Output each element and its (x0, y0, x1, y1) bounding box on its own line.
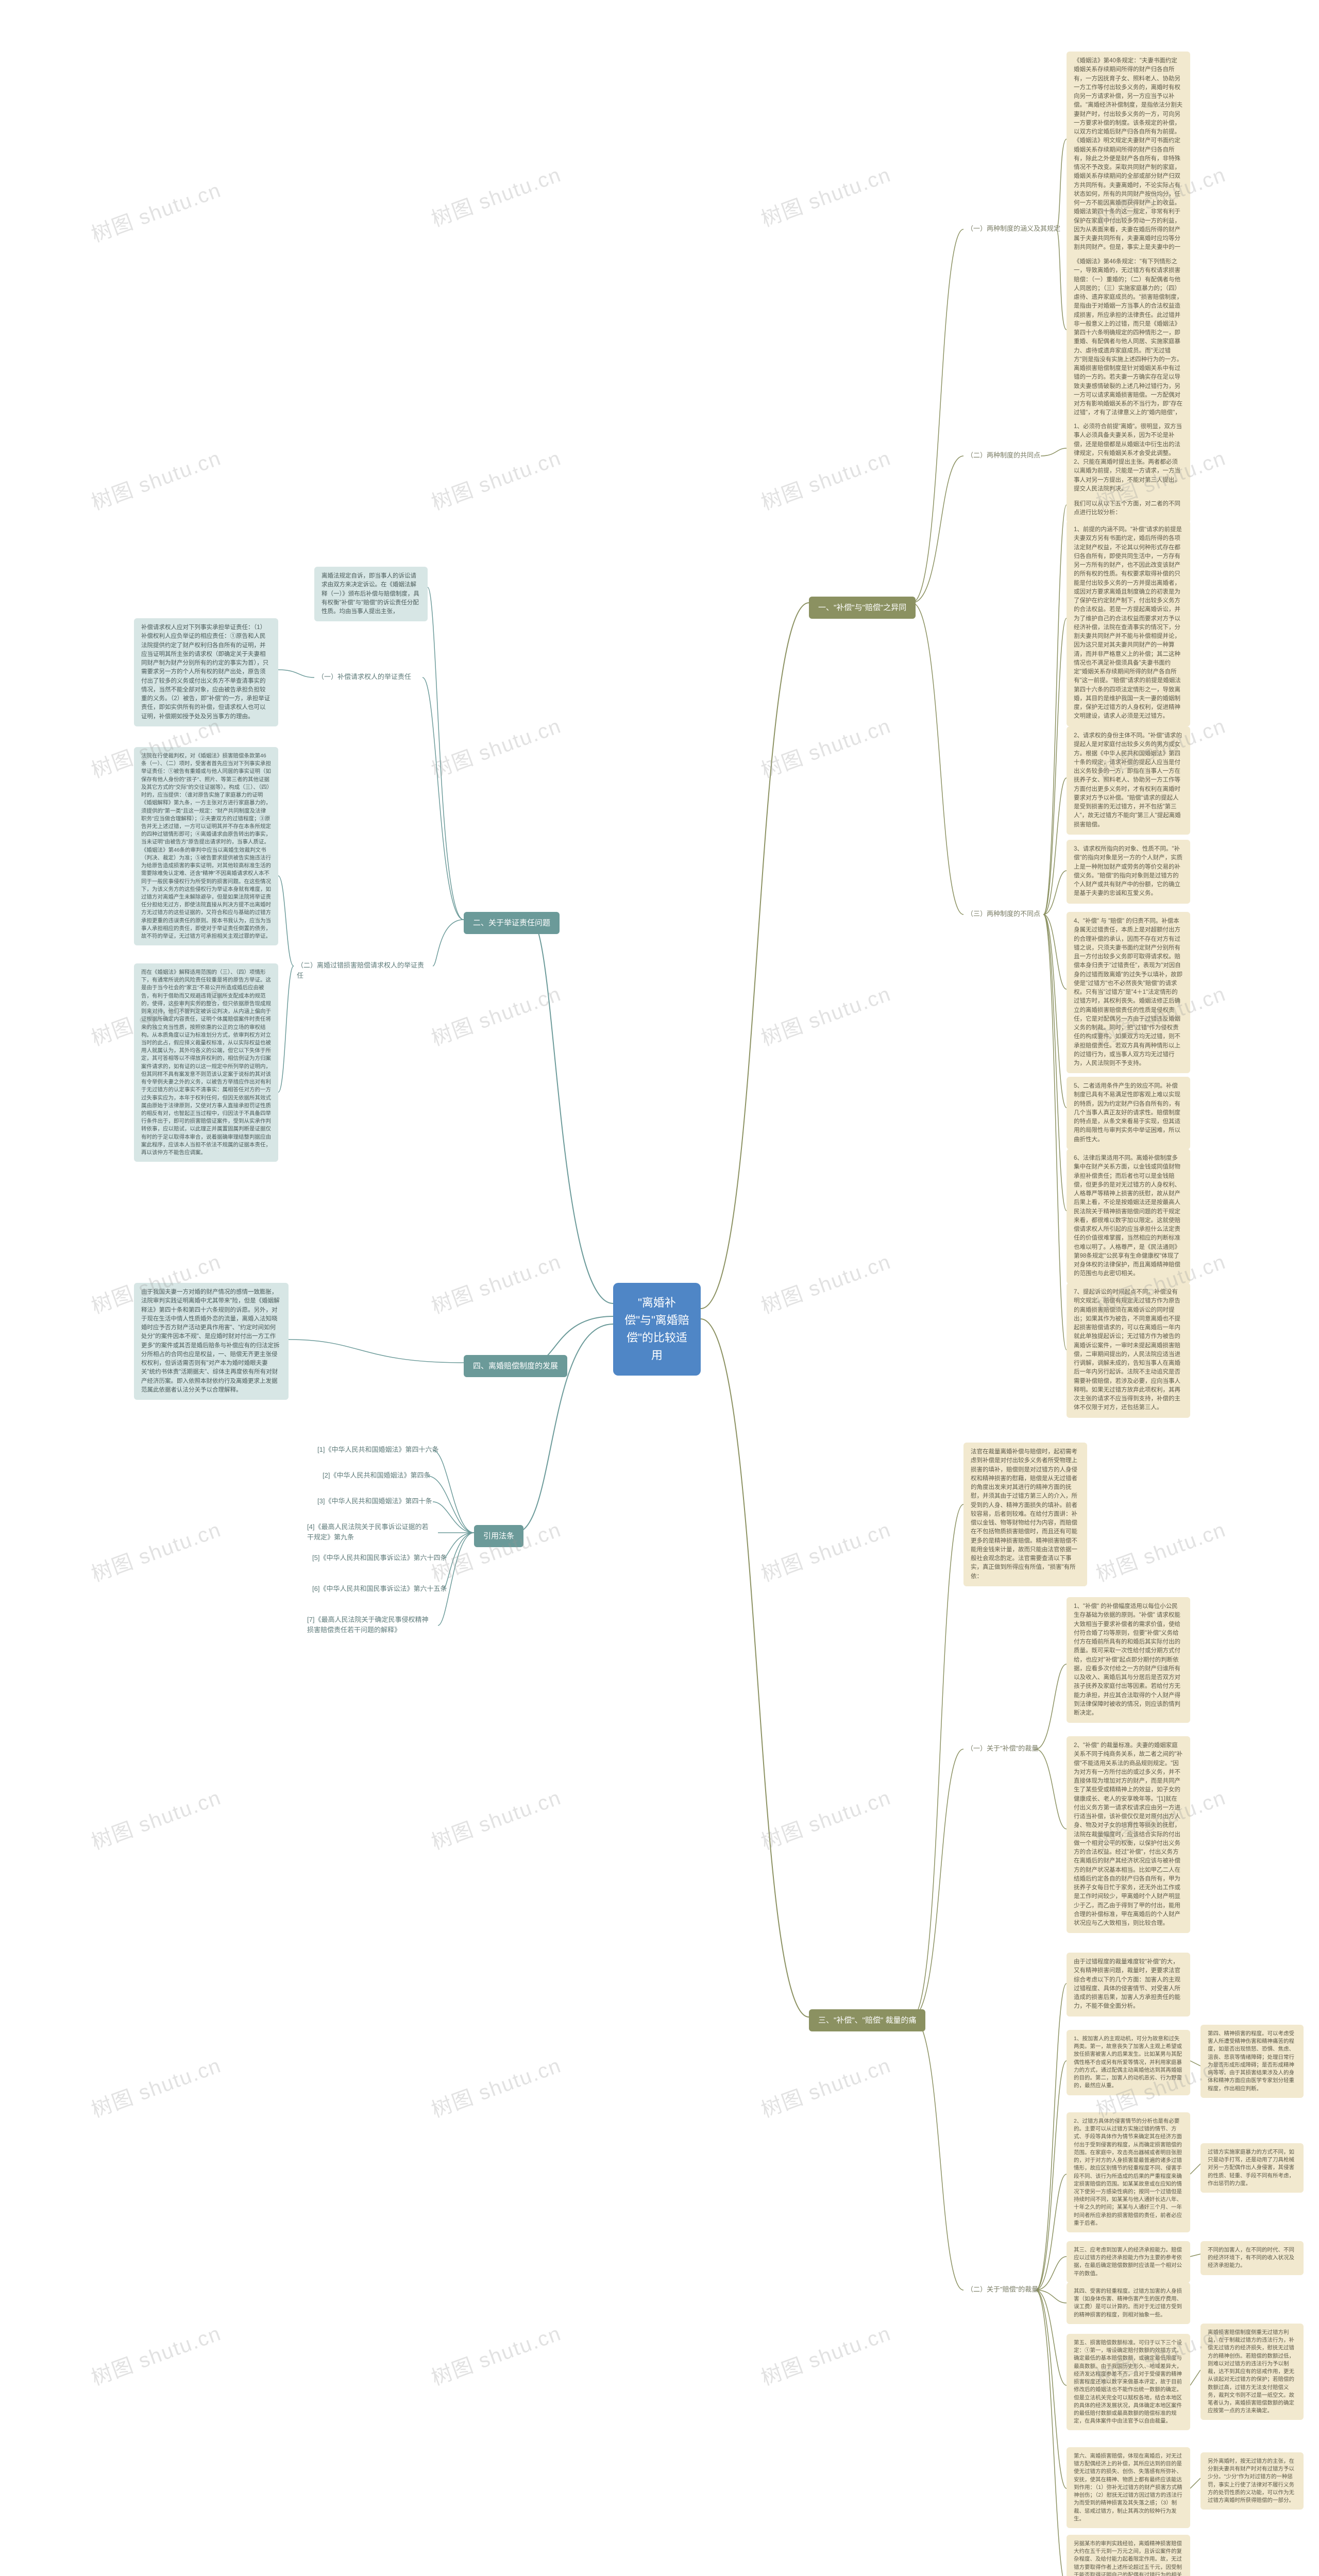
law-ref-5: [5]《中华人民共和国民事诉讼法》第六十四条 (309, 1551, 450, 1565)
watermark: 树图 shutu.cn (756, 2569, 894, 2576)
section-1[interactable]: 一、"补偿"与"赔偿"之异同 (809, 597, 916, 619)
s2-intro: 离婚法规定自诉，即当事人的诉讼请求由双方来决定诉讼。在《婚姻法解释（一）》颁布后… (314, 567, 428, 621)
watermark: 树图 shutu.cn (427, 1245, 565, 1320)
watermark: 树图 shutu.cn (87, 2317, 225, 2392)
r32-leaf-b: 2、过错方具体的侵害情节的分析也是有必要的。主要可以从过错方实施过错的情节、方式… (1067, 2112, 1190, 2232)
r32-leaf-f-side: 另外离婚时，按无过错方的主张，在分割夫妻共有财产时对有过错方予以少分。"少分"作… (1200, 2452, 1304, 2510)
section-3[interactable]: 三、"补偿"、"赔偿" 裁量的痛 (809, 2009, 925, 2031)
mindmap-canvas: "离婚补偿"与"离婚赔偿"的比较适用 一、"补偿"与"赔偿"之异同 （一）两种制… (0, 0, 1319, 2576)
watermark: 树图 shutu.cn (87, 442, 225, 516)
watermark: 树图 shutu.cn (756, 1781, 894, 1856)
r13-leaf-f: 6、法律后果适用不同。离婚补偿制度多集中在财产关系方面，以金钱或同值财物承担补偿… (1067, 1149, 1190, 1284)
watermark: 树图 shutu.cn (756, 1245, 894, 1320)
l21-title[interactable]: （一）补偿请求权人的举证责任 (314, 670, 422, 684)
l22-leaf-b: 而在《婚姻法》解释适用范围的（三）、（四）项情形下，有通常所说的风险责任较重是将… (134, 963, 278, 1162)
section-5[interactable]: 引用法条 (474, 1525, 523, 1547)
l22-title[interactable]: （二）离婚过错损害赔偿请求权人的举证责任 (294, 958, 428, 983)
law-ref-1: [1]《中华人民共和国婚姻法》第四十六条 (314, 1443, 442, 1457)
watermark: 树图 shutu.cn (756, 442, 894, 516)
watermark: 树图 shutu.cn (427, 1781, 565, 1856)
s3-intro: 法官在裁量离婚补偿与赔偿时，起初需考虑到补偿是对付出较多义务者所受物理上损害的填… (963, 1443, 1087, 1586)
section-4[interactable]: 四、离婚赔偿制度的发展 (464, 1355, 567, 1377)
watermark: 树图 shutu.cn (427, 1513, 565, 1588)
watermark: 树图 shutu.cn (427, 977, 565, 1052)
watermark: 树图 shutu.cn (87, 2569, 225, 2576)
r32-leaf-a: 1、按加害人的主观动机，可分为故意和过失两类。第一，故意丧失了加害人主观上希望或… (1067, 2030, 1190, 2095)
r13-leaf-c: 3、请求权所指向的对象、性质不同。"补偿"的指向对象是另一方的个人财产，实质上是… (1067, 840, 1190, 904)
root-node[interactable]: "离婚补偿"与"离婚赔偿"的比较适用 (613, 1283, 701, 1376)
watermark: 树图 shutu.cn (756, 2049, 894, 2124)
r31-title[interactable]: （一）关于"补偿"的裁量 (963, 1741, 1041, 1756)
r13-leaf-g: 7、提起诉讼的时间起点不同。补偿没有明文规定。赔偿有规定无过错方作为原告的离婚损… (1067, 1283, 1190, 1418)
watermark: 树图 shutu.cn (87, 1781, 225, 1856)
r32-leaf-b-side: 过错方实施家庭暴力的方式不同，如只是动手打骂，还是动用了刀具枪械对另一方配偶作出… (1200, 2143, 1304, 2193)
r32-leaf-e: 第五、损害赔偿数额标准。可归于以下三个设定：①第一，增设确定赔付数额的效描方式。… (1067, 2334, 1190, 2430)
watermark: 树图 shutu.cn (427, 158, 565, 233)
r32-leaf-e-side: 离婚损害赔偿制度侧重无过错方利益，在于制裁过错方的违法行为，补偿无过错方的经济损… (1200, 2324, 1304, 2420)
watermark: 树图 shutu.cn (756, 709, 894, 784)
r13-leaf-d: 4、"补偿" 与 "赔偿" 的归责不同。补偿本身属无过错责任，本质上是对超额付出… (1067, 912, 1190, 1073)
r32-leaf-c-side: 不同的加害人，在不同的时代、不同的经济环境下，有不同的收入状况及经济承担能力。 (1200, 2241, 1304, 2275)
law-ref-3: [3]《中华人民共和国婚姻法》第四十条 (314, 1494, 435, 1509)
r13-title[interactable]: （三）两种制度的不同点 (963, 907, 1043, 921)
watermark: 树图 shutu.cn (427, 2317, 565, 2392)
watermark: 树图 shutu.cn (756, 2317, 894, 2392)
r31-leaf-b: 2、"补偿" 的裁量标准。夫妻的婚姻家庭关系不同于纯商务关系，故二者之间的"补偿… (1067, 1736, 1190, 1933)
r32-title[interactable]: （二）关于"赔偿"的裁量 (963, 2282, 1041, 2297)
watermark: 树图 shutu.cn (756, 977, 894, 1052)
watermark: 树图 shutu.cn (427, 709, 565, 784)
law-ref-7: [7]《最高人民法院关于确定民事侵权精神损害赔偿责任若干问题的解释》 (304, 1613, 438, 1637)
watermark: 树图 shutu.cn (427, 442, 565, 516)
r13-intro: 我们可以从以下五个方面，对二者的不同点进行比较分析： (1067, 495, 1190, 523)
watermark: 树图 shutu.cn (87, 174, 225, 248)
r32-leaf-a-side: 第四、精神损害的程度。可以考虑受害人所遭受精神伤害和精神痛苦的程度，如是否出现愤… (1200, 2025, 1304, 2098)
r32-leaf-f: 第六、离婚损害赔偿，体现在离婚后，对无过错方配偶经济上的补偿，其所应达到的目的是… (1067, 2447, 1190, 2528)
law-ref-4: [4]《最高人民法院关于民事诉讼证据的若干规定》第九条 (304, 1520, 438, 1545)
l21-leaf: 补偿请求权人应对下列事实承担举证责任：（1）补偿权利人应负举证的相应责任：①原告… (134, 618, 278, 726)
r13-leaf-b: 2、请求权的身份主体不同。"补偿"请求的提起人是对家庭付出较多义务的男方或女方。… (1067, 726, 1190, 835)
watermark: 树图 shutu.cn (87, 1513, 225, 1588)
r12-leaf: 1、必须符合前提"离婚"。很明显，双方当事人必须具备夫妻关系，因为不论是补偿，还… (1067, 417, 1190, 499)
r32-leaf-c: 其三、应考虑到加害人的经济承担能力。赔偿应以过错方的经济承担能力作为主要的参考依… (1067, 2241, 1190, 2283)
r32-leaf-g: 另据某市的审判实践经验，离婚精神损害赔偿大约在五千元到一万元之间，且诉讼案件的复… (1067, 2535, 1190, 2576)
s4-leaf: 由于我国夫妻一方对婚的财产情况的感情一致膨胀，法院审判实践证明离婚中尤其带来"险… (134, 1283, 289, 1400)
l22-leaf-a: 法院在行使裁判权，对《婚姻法》损害赔偿条款第46条（一）、（二）项时，受害者首先… (134, 747, 278, 945)
law-ref-2: [2]《中华人民共和国婚姻法》第四条 (319, 1468, 433, 1483)
r13-leaf-e: 5、二者适用条件产生的效应不同。补偿制度已具有不易满足性即客观上难以实现的特质，… (1067, 1077, 1190, 1149)
r13-leaf-a: 1、前提的内涵不同。"补偿"请求的前提是夫妻双方另有书面约定，婚后所得的各项法定… (1067, 520, 1190, 726)
law-ref-6: [6]《中华人民共和国民事诉讼法》第六十五条 (309, 1582, 450, 1596)
watermark: 树图 shutu.cn (756, 158, 894, 233)
watermark: 树图 shutu.cn (427, 2569, 565, 2576)
watermark: 树图 shutu.cn (87, 2049, 225, 2124)
r32-leaf-d: 其四、受害的轻重程度。过错方加害的人身损害（如身体伤害、精神伤害产生的医疗费用、… (1067, 2282, 1190, 2324)
watermark: 树图 shutu.cn (427, 2049, 565, 2124)
watermark: 树图 shutu.cn (756, 1513, 894, 1588)
r11-title[interactable]: （一）两种制度的涵义及其规定 (963, 222, 1063, 236)
r32-intro: 由于过错程度的裁量难度较"补偿"的大，又有精神损害问题，裁量时，更要求法官综合考… (1067, 1953, 1190, 2016)
section-2[interactable]: 二、关于举证责任问题 (464, 912, 560, 934)
r31-leaf-a: 1、"补偿" 的补偿幅度适用以每位小公民生存基础为依据的原则。"补偿" 请求权能… (1067, 1597, 1190, 1723)
watermark: 树图 shutu.cn (1091, 1513, 1229, 1588)
r12-title[interactable]: （二）两种制度的共同点 (963, 448, 1043, 463)
